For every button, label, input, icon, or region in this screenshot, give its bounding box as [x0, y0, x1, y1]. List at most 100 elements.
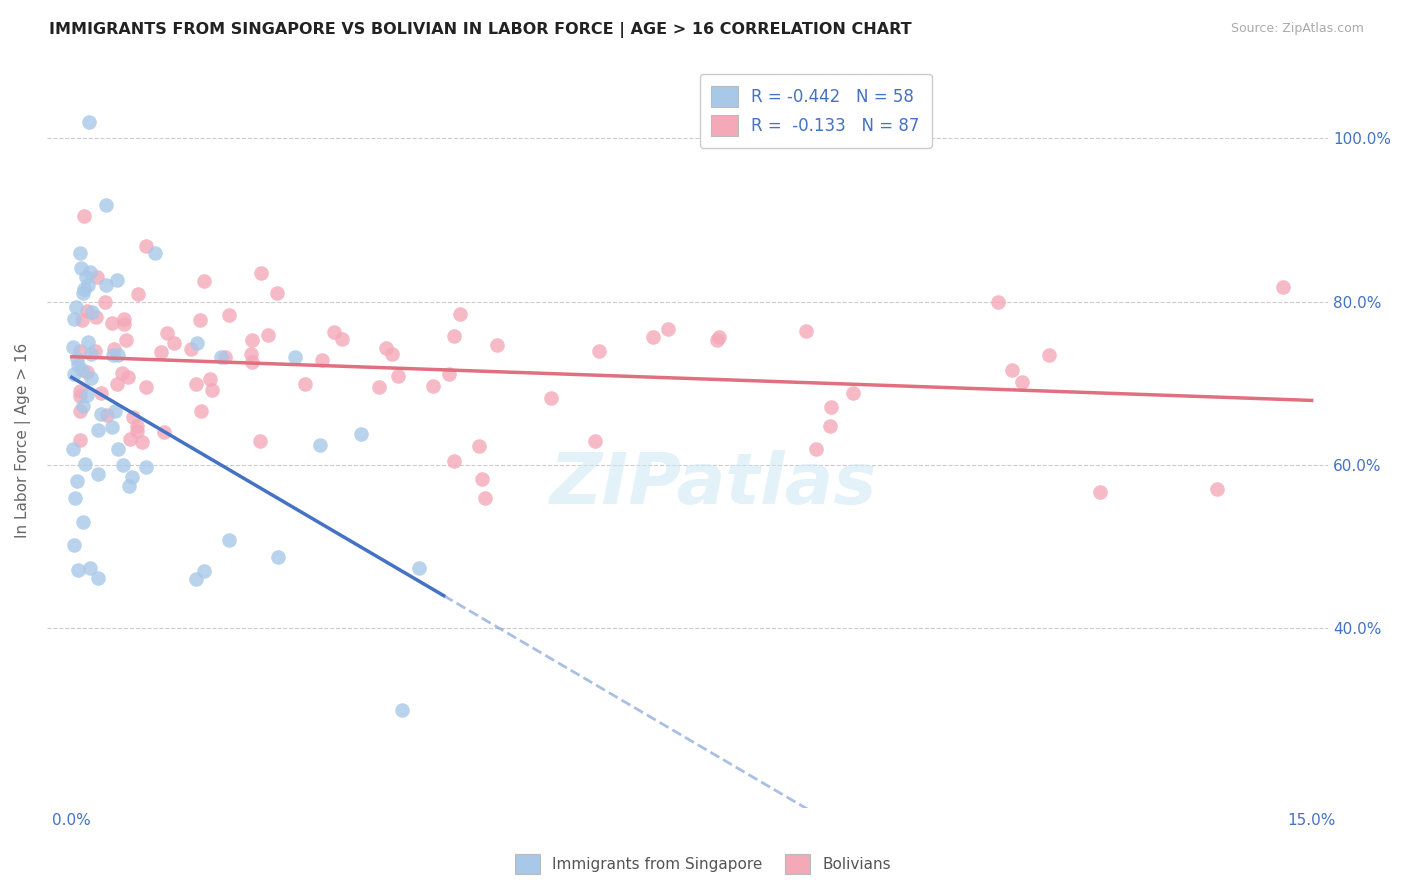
Point: [77, 278, 100, 293]
Point: [105, 272, 128, 286]
Point: [65, 300, 87, 314]
Point: [250, 266, 273, 280]
Point: [186, 336, 208, 351]
Point: [257, 327, 280, 342]
Point: [153, 425, 176, 439]
Point: [66, 358, 89, 372]
Point: [387, 368, 409, 383]
Text: ZIPatlas: ZIPatlas: [550, 450, 877, 519]
Point: [657, 322, 679, 336]
Point: [190, 404, 212, 418]
Point: [323, 325, 346, 339]
Point: [131, 435, 153, 450]
Point: [198, 372, 221, 386]
Point: [107, 348, 129, 362]
Point: [87, 423, 110, 437]
Point: [156, 326, 179, 340]
Point: [73, 458, 96, 472]
Point: [63, 367, 86, 381]
Point: [184, 376, 207, 391]
Point: [1206, 482, 1229, 496]
Point: [240, 347, 263, 361]
Point: [1038, 348, 1060, 362]
Point: [77, 334, 100, 349]
Point: [72, 399, 94, 413]
Point: [80, 347, 103, 361]
Point: [121, 470, 143, 484]
Point: [69, 344, 91, 359]
Point: [135, 380, 157, 394]
Point: [209, 350, 232, 364]
Point: [69, 245, 91, 260]
Point: [86, 270, 108, 285]
Point: [62, 312, 84, 326]
Point: [104, 404, 127, 418]
Point: [986, 294, 1008, 309]
Point: [284, 351, 307, 365]
Point: [122, 409, 145, 424]
Point: [485, 338, 508, 352]
Point: [184, 573, 207, 587]
Point: [70, 260, 93, 275]
Point: [240, 354, 263, 368]
Point: [330, 332, 353, 346]
Point: [588, 344, 610, 359]
Point: [63, 491, 86, 505]
Point: [127, 287, 149, 301]
Point: [114, 334, 136, 348]
Point: [163, 336, 186, 351]
Point: [842, 385, 865, 400]
Point: [311, 352, 333, 367]
Point: [125, 419, 148, 434]
Point: [103, 342, 125, 356]
Point: [135, 459, 157, 474]
Point: [80, 304, 103, 318]
Point: [62, 340, 84, 354]
Point: [218, 308, 240, 322]
Point: [583, 434, 606, 448]
Point: [443, 454, 465, 468]
Point: [76, 387, 98, 401]
Point: [112, 317, 135, 331]
Point: [96, 408, 118, 422]
Point: [117, 370, 139, 384]
Point: [105, 377, 128, 392]
Point: [73, 209, 96, 223]
Point: [408, 561, 430, 575]
Point: [70, 313, 93, 327]
Point: [180, 343, 202, 357]
Point: [76, 365, 98, 379]
Point: [308, 438, 330, 452]
Point: [125, 424, 148, 438]
Point: [474, 491, 496, 505]
Point: [468, 439, 491, 453]
Point: [67, 563, 90, 577]
Point: [201, 383, 224, 397]
Point: [111, 366, 134, 380]
Point: [266, 285, 288, 300]
Point: [804, 442, 827, 456]
Point: [143, 866, 166, 880]
Y-axis label: In Labor Force | Age > 16: In Labor Force | Age > 16: [15, 343, 31, 538]
Point: [135, 239, 157, 253]
Point: [540, 391, 562, 405]
Point: [66, 351, 89, 366]
Point: [188, 312, 211, 326]
Point: [87, 467, 110, 482]
Point: [69, 403, 91, 417]
Point: [94, 198, 117, 212]
Point: [69, 433, 91, 447]
Point: [350, 426, 373, 441]
Point: [422, 379, 444, 393]
Legend: Immigrants from Singapore, Bolivians: Immigrants from Singapore, Bolivians: [509, 848, 897, 880]
Point: [72, 363, 94, 377]
Point: [449, 307, 471, 321]
Point: [62, 442, 84, 457]
Point: [112, 458, 135, 472]
Point: [240, 333, 263, 347]
Point: [193, 564, 215, 578]
Point: [193, 274, 215, 288]
Point: [94, 278, 117, 293]
Point: [83, 344, 105, 359]
Point: [80, 370, 103, 384]
